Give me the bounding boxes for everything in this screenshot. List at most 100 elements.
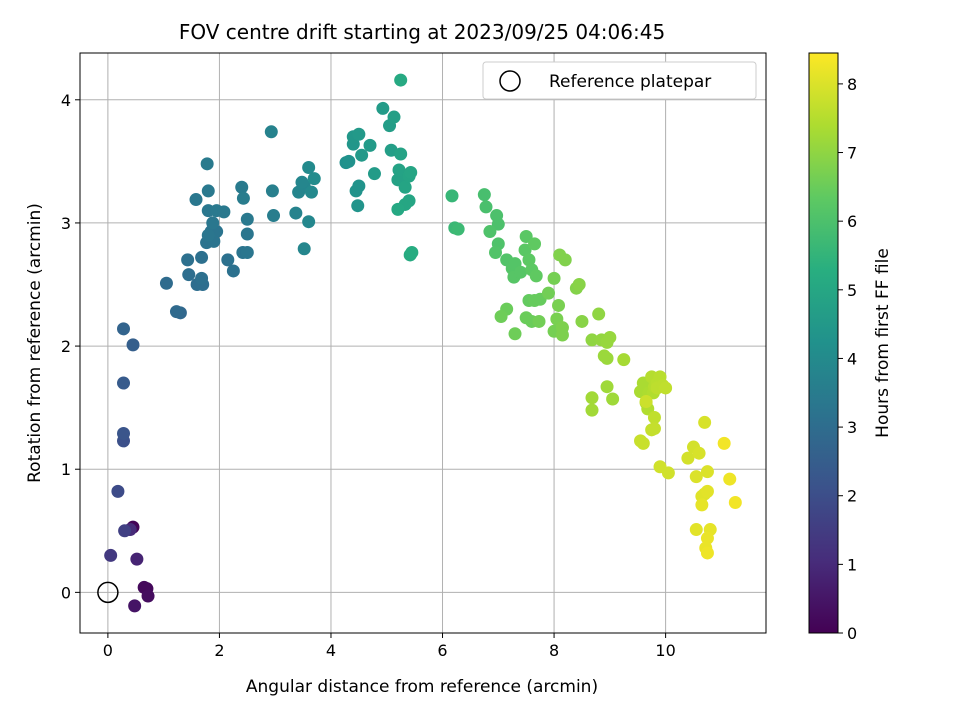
data-point: [398, 180, 412, 194]
data-point: [189, 193, 203, 207]
colorbar-tick-label: 5: [847, 281, 857, 300]
data-point: [118, 524, 132, 538]
data-point: [528, 237, 542, 251]
data-point: [117, 376, 131, 390]
data-points: [104, 73, 742, 613]
colorbar-tick-label: 0: [847, 624, 857, 643]
data-point: [489, 245, 503, 259]
data-point: [128, 599, 142, 613]
data-point: [304, 185, 318, 199]
data-point: [265, 184, 279, 198]
data-point: [104, 548, 118, 562]
x-tick-label: 6: [437, 641, 447, 660]
data-point: [392, 163, 406, 177]
data-point: [698, 415, 712, 429]
data-point: [555, 328, 569, 342]
data-point: [240, 212, 254, 226]
colorbar: 0 1 2 3 4 5 6 7 8 Hours from first FF file: [808, 52, 893, 643]
data-point: [355, 148, 369, 162]
data-point: [117, 322, 131, 336]
legend: Reference platepar: [482, 61, 757, 100]
data-point: [585, 333, 599, 347]
colorbar-tick-label: 3: [847, 418, 857, 437]
data-point: [126, 338, 140, 352]
data-point: [689, 470, 703, 484]
data-point: [394, 147, 408, 161]
y-tick-label: 0: [61, 583, 71, 602]
data-point: [700, 484, 714, 498]
data-point: [700, 465, 714, 479]
data-point: [240, 245, 254, 259]
data-point: [606, 392, 620, 406]
colorbar-tick-label: 1: [847, 555, 857, 574]
data-point: [206, 216, 220, 230]
legend-marker-icon: [499, 70, 521, 92]
data-point: [700, 546, 714, 560]
x-axis-label: Angular distance from reference (arcmin): [246, 677, 598, 697]
data-point: [351, 199, 365, 213]
data-point: [352, 127, 366, 141]
data-point: [117, 427, 131, 441]
data-point: [518, 243, 532, 257]
data-point: [342, 154, 356, 168]
data-point: [647, 422, 661, 436]
data-point: [585, 403, 599, 417]
data-point: [182, 268, 196, 282]
data-point: [201, 184, 215, 198]
data-point: [391, 202, 405, 216]
data-point: [240, 227, 254, 241]
colorbar-tick-label: 4: [847, 349, 857, 368]
data-point: [695, 498, 709, 512]
data-point: [130, 552, 144, 566]
y-tick-label: 4: [61, 91, 71, 110]
legend-box: [482, 61, 757, 100]
data-point: [600, 351, 614, 365]
data-point: [692, 446, 706, 460]
data-point: [728, 495, 742, 509]
data-point: [519, 229, 533, 243]
data-point: [404, 165, 418, 179]
y-tick-label: 1: [61, 460, 71, 479]
data-point: [681, 451, 695, 465]
data-point: [639, 394, 653, 408]
data-point: [575, 314, 589, 328]
x-tick-label: 2: [214, 641, 224, 660]
data-point: [289, 206, 303, 220]
data-point: [376, 101, 390, 115]
data-point: [405, 245, 419, 259]
data-point: [552, 298, 566, 312]
x-tick-label: 4: [326, 641, 336, 660]
data-point: [661, 466, 675, 480]
data-point: [532, 314, 546, 328]
data-point: [302, 215, 316, 229]
data-point: [659, 381, 673, 395]
data-point: [479, 200, 493, 214]
data-point: [264, 125, 278, 139]
data-point: [547, 271, 561, 285]
colorbar-label: Hours from first FF file: [873, 248, 893, 438]
data-point: [558, 253, 572, 267]
plot-frame: [79, 52, 767, 634]
colorbar-tick-label: 6: [847, 212, 857, 231]
data-point: [522, 253, 536, 267]
data-point: [585, 391, 599, 405]
colorbar-tick-label: 2: [847, 487, 857, 506]
data-point: [141, 589, 155, 603]
data-point: [491, 217, 505, 231]
data-point: [445, 189, 459, 203]
data-point: [302, 161, 316, 175]
data-point: [217, 205, 231, 219]
data-point: [367, 167, 381, 181]
data-point: [267, 209, 281, 223]
data-point: [200, 157, 214, 171]
data-point: [717, 436, 731, 450]
data-point: [603, 330, 617, 344]
reference-marker: [97, 581, 119, 604]
data-point: [600, 380, 614, 394]
data-point: [352, 179, 366, 193]
y-axis-label: Rotation from reference (arcmin): [25, 203, 45, 483]
x-tick-label: 0: [103, 641, 113, 660]
data-point: [181, 253, 195, 267]
data-point: [514, 265, 528, 279]
y-tick-label: 2: [61, 337, 71, 356]
